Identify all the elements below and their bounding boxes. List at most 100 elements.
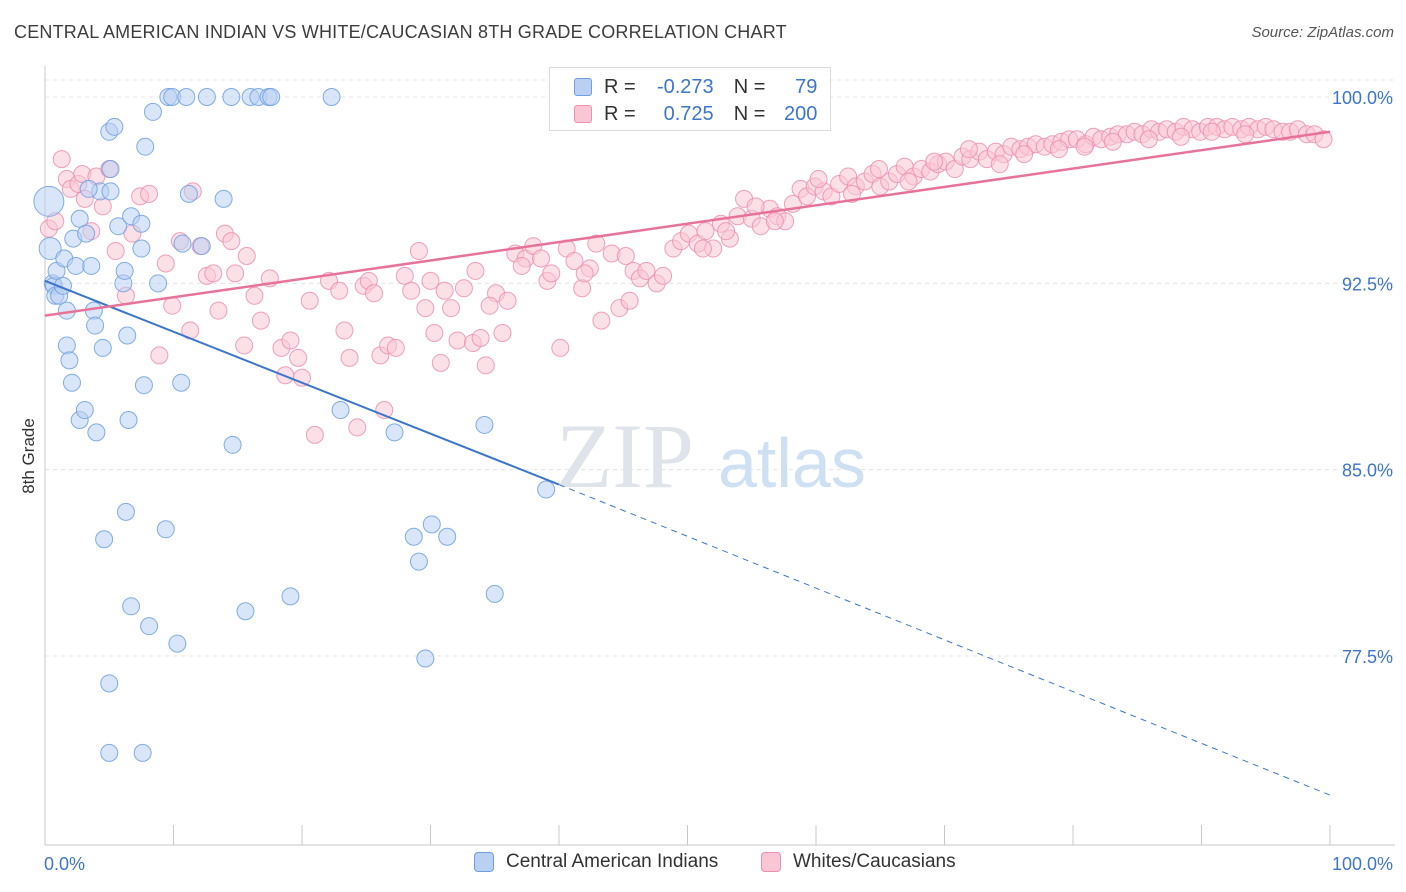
data-point — [899, 172, 918, 191]
data-point — [119, 410, 138, 429]
chart-title: CENTRAL AMERICAN INDIAN VS WHITE/CAUCASI… — [14, 22, 787, 42]
data-point — [122, 597, 141, 616]
data-point — [402, 281, 421, 300]
x-tick-label: 0.0% — [44, 854, 85, 874]
data-point — [82, 256, 101, 275]
data-point — [209, 301, 228, 320]
data-point — [442, 299, 461, 318]
data-point — [93, 197, 112, 216]
x-tick-label: 100.0% — [1332, 854, 1393, 874]
data-point — [616, 247, 635, 266]
data-point — [637, 261, 656, 280]
data-point — [66, 256, 85, 275]
data-point — [498, 291, 517, 310]
data-point — [245, 286, 264, 305]
data-point — [192, 237, 211, 256]
data-point — [204, 264, 223, 283]
data-point — [95, 530, 114, 549]
data-point — [305, 425, 324, 444]
data-point — [177, 88, 196, 106]
data-point — [842, 184, 861, 203]
data-point — [222, 88, 241, 106]
legend-n-value: 79 — [795, 75, 818, 98]
data-point — [132, 214, 151, 233]
data-point — [480, 296, 499, 315]
data-point — [222, 232, 241, 251]
legend-label: Central American Indians — [506, 851, 719, 872]
data-point — [421, 271, 440, 290]
legend-swatch-pink — [761, 852, 781, 872]
data-point — [693, 239, 712, 258]
data-point — [696, 222, 715, 241]
data-point — [485, 584, 504, 603]
data-point — [1314, 130, 1333, 149]
legend-r-label: R = — [604, 75, 636, 98]
data-point — [1075, 137, 1094, 156]
data-point — [300, 291, 319, 310]
data-point — [409, 242, 428, 261]
data-point — [197, 88, 216, 106]
series-whites-points — [39, 117, 1333, 444]
data-point — [226, 264, 245, 283]
legend-item-central-american: Central American Indians — [474, 851, 718, 873]
data-point — [869, 160, 888, 179]
data-point — [289, 348, 308, 367]
data-point — [532, 249, 551, 268]
source-label: Source: ZipAtlas.com — [1251, 24, 1394, 41]
data-point — [156, 520, 175, 539]
data-point — [156, 254, 175, 273]
data-point — [765, 212, 784, 231]
correlation-legend: R = -0.273 N = 79 R = 0.725 N = 200 — [549, 67, 831, 131]
data-point — [431, 353, 450, 372]
data-point — [335, 321, 354, 340]
y-tick-label: 92.5% — [1342, 274, 1393, 294]
legend-swatch-blue — [474, 852, 494, 872]
trend-line-central-american — [44, 279, 560, 486]
data-point — [551, 338, 570, 357]
data-point — [262, 88, 281, 106]
legend-label: Whites/Caucasians — [793, 851, 956, 872]
data-point — [592, 311, 611, 330]
legend-item-whites: Whites/Caucasians — [761, 851, 956, 873]
data-point — [386, 338, 405, 357]
data-point — [1103, 132, 1122, 151]
data-point — [109, 217, 128, 236]
y-tick-label: 100.0% — [1332, 88, 1393, 108]
data-point — [454, 279, 473, 298]
data-point — [143, 102, 162, 121]
legend-swatch-pink — [574, 105, 592, 123]
data-point — [404, 527, 423, 546]
tick-labels: 77.5% 85.0% 92.5% 100.0% 0.0% 100.0% — [44, 88, 1393, 874]
trend-line-central-american-extension — [558, 484, 1331, 796]
data-point — [140, 184, 159, 203]
data-point — [425, 324, 444, 343]
data-point — [620, 291, 639, 310]
data-point — [70, 209, 89, 228]
data-point — [409, 552, 428, 571]
data-point — [75, 401, 94, 420]
data-point — [330, 281, 349, 300]
data-point — [236, 602, 255, 621]
data-point — [101, 182, 120, 201]
legend-r-value: 0.725 — [663, 102, 714, 125]
legend-r-value: -0.273 — [656, 75, 714, 98]
data-point — [52, 150, 71, 169]
data-point — [654, 266, 673, 285]
data-point — [542, 264, 561, 283]
data-point — [214, 189, 233, 208]
data-point — [100, 674, 119, 693]
y-axis-label: 8th Grade — [19, 418, 38, 494]
data-point — [587, 234, 606, 253]
series-legend: Central American Indians Whites/Caucasia… — [0, 851, 1406, 879]
data-point — [448, 331, 467, 350]
data-point — [573, 279, 592, 298]
legend-r-label: R = — [604, 102, 636, 125]
data-point — [57, 336, 76, 355]
data-point — [348, 418, 367, 437]
data-point — [116, 502, 135, 521]
data-point — [140, 617, 159, 636]
data-point — [106, 242, 125, 261]
data-point — [809, 169, 828, 188]
data-point — [179, 184, 198, 203]
data-point — [87, 423, 106, 442]
